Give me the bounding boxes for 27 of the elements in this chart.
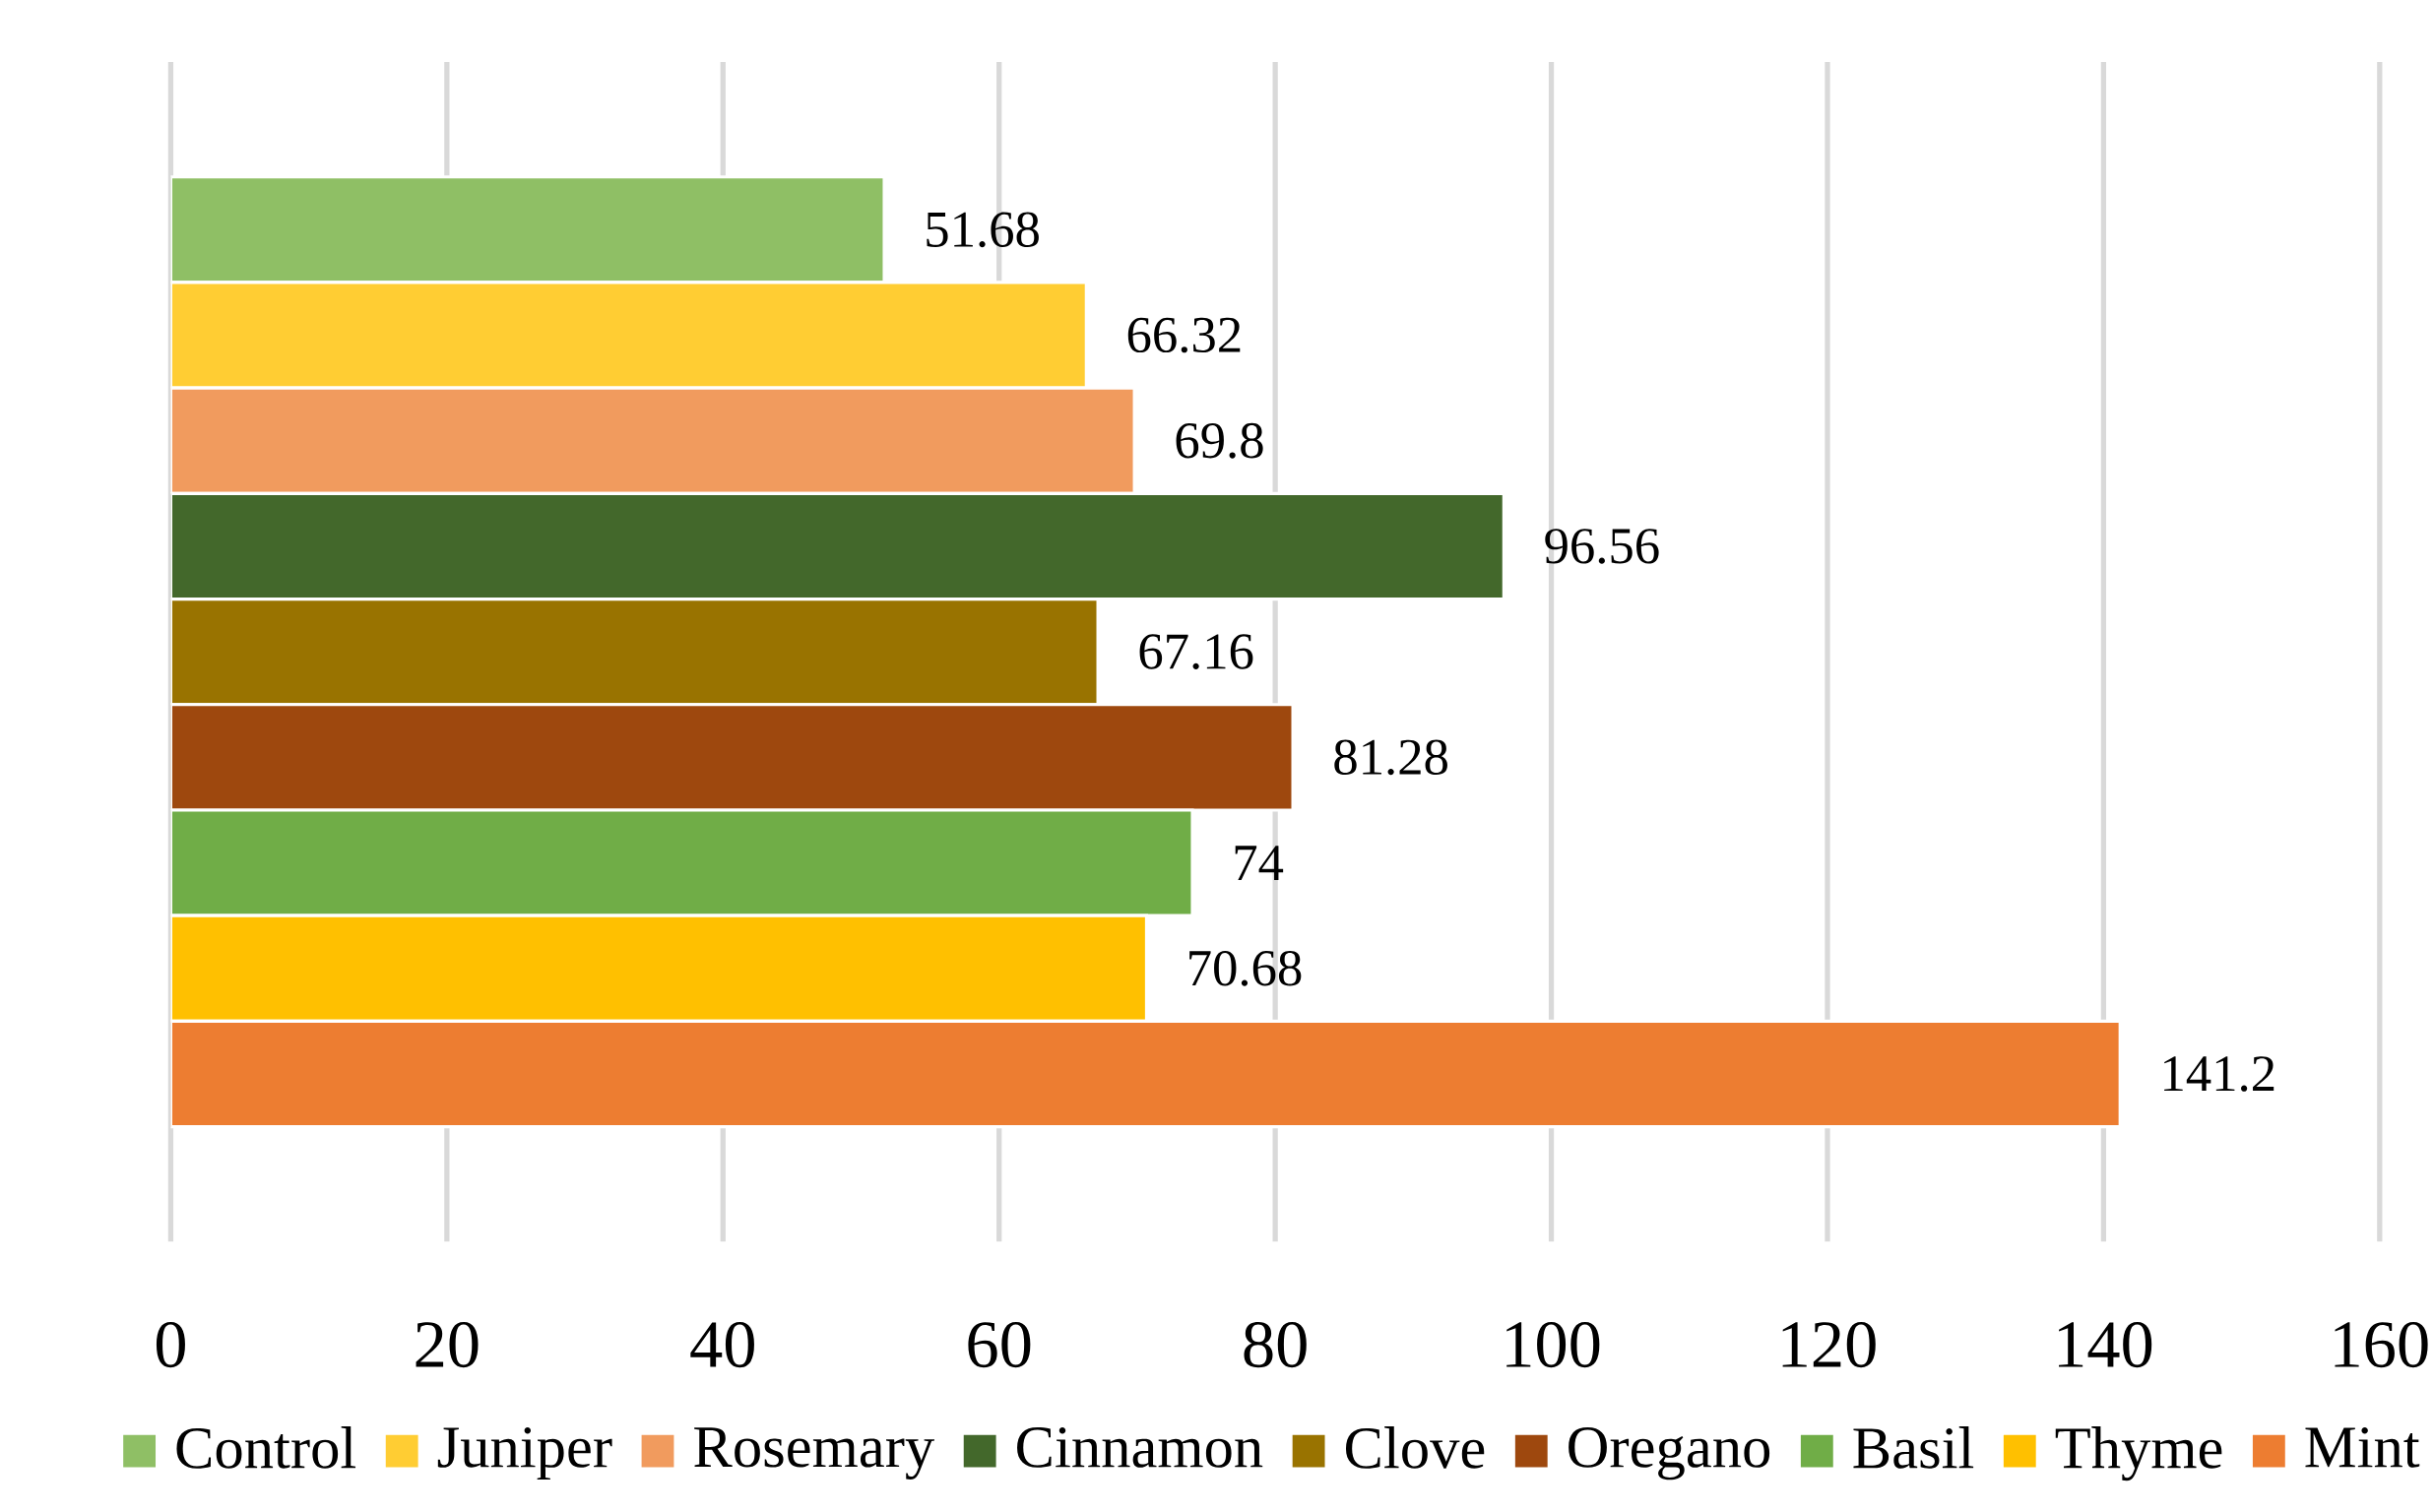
x-tick-label: 120 [1782,1322,1876,1368]
data-label: 74 [1235,846,1284,881]
x-tick-label: 100 [1506,1322,1600,1368]
x-tick-label: 160 [2335,1322,2428,1368]
x-tick-label: 60 [968,1322,1031,1368]
data-label: 67.16 [1139,634,1253,670]
x-tick-label: 80 [1244,1322,1307,1368]
legend-label: Cinnamon [1017,1427,1263,1468]
data-label: 66.32 [1127,317,1241,353]
legend-label: Mint [2305,1427,2420,1468]
legend-label: Clove [1345,1426,1485,1469]
legend-label: Basil [1853,1426,1974,1469]
x-tick-label: 0 [156,1322,185,1368]
legend-label: Thyme [2055,1426,2222,1481]
legend-label: Juniper [437,1427,612,1480]
data-label: 96.56 [1545,529,1659,564]
legend-label: Oregano [1569,1427,1770,1480]
data-label: 81.28 [1334,739,1447,776]
data-label: 51.68 [927,212,1039,248]
data-label: 70.68 [1189,951,1302,986]
data-label: 69.8 [1176,423,1263,459]
legend-label: Control [176,1426,356,1469]
legend-label: Rosemary [694,1427,935,1480]
x-tick-label: 40 [690,1322,754,1368]
x-tick-label: 20 [416,1322,479,1368]
x-tick-label: 140 [2059,1322,2152,1368]
data-label: 141.2 [2164,1056,2274,1093]
